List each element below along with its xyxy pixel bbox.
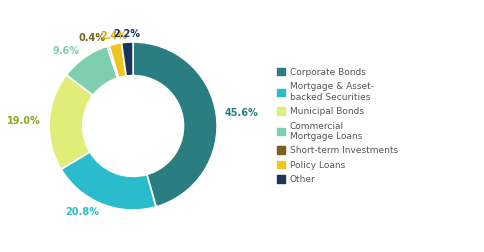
Text: 45.6%: 45.6% bbox=[225, 108, 258, 118]
Wedge shape bbox=[66, 46, 118, 95]
Wedge shape bbox=[49, 75, 93, 169]
Legend: Corporate Bonds, Mortgage & Asset-
backed Securities, Municipal Bonds, Commercia: Corporate Bonds, Mortgage & Asset- backe… bbox=[277, 68, 398, 184]
Wedge shape bbox=[109, 43, 126, 78]
Wedge shape bbox=[107, 45, 119, 78]
Wedge shape bbox=[121, 42, 133, 76]
Text: 19.0%: 19.0% bbox=[7, 116, 41, 126]
Text: 0.4%: 0.4% bbox=[79, 33, 106, 43]
Wedge shape bbox=[133, 42, 217, 207]
Text: 2.4%: 2.4% bbox=[100, 31, 127, 41]
Text: 2.2%: 2.2% bbox=[113, 29, 140, 39]
Wedge shape bbox=[61, 152, 156, 210]
Text: 20.8%: 20.8% bbox=[65, 207, 99, 217]
Text: 9.6%: 9.6% bbox=[53, 46, 80, 56]
